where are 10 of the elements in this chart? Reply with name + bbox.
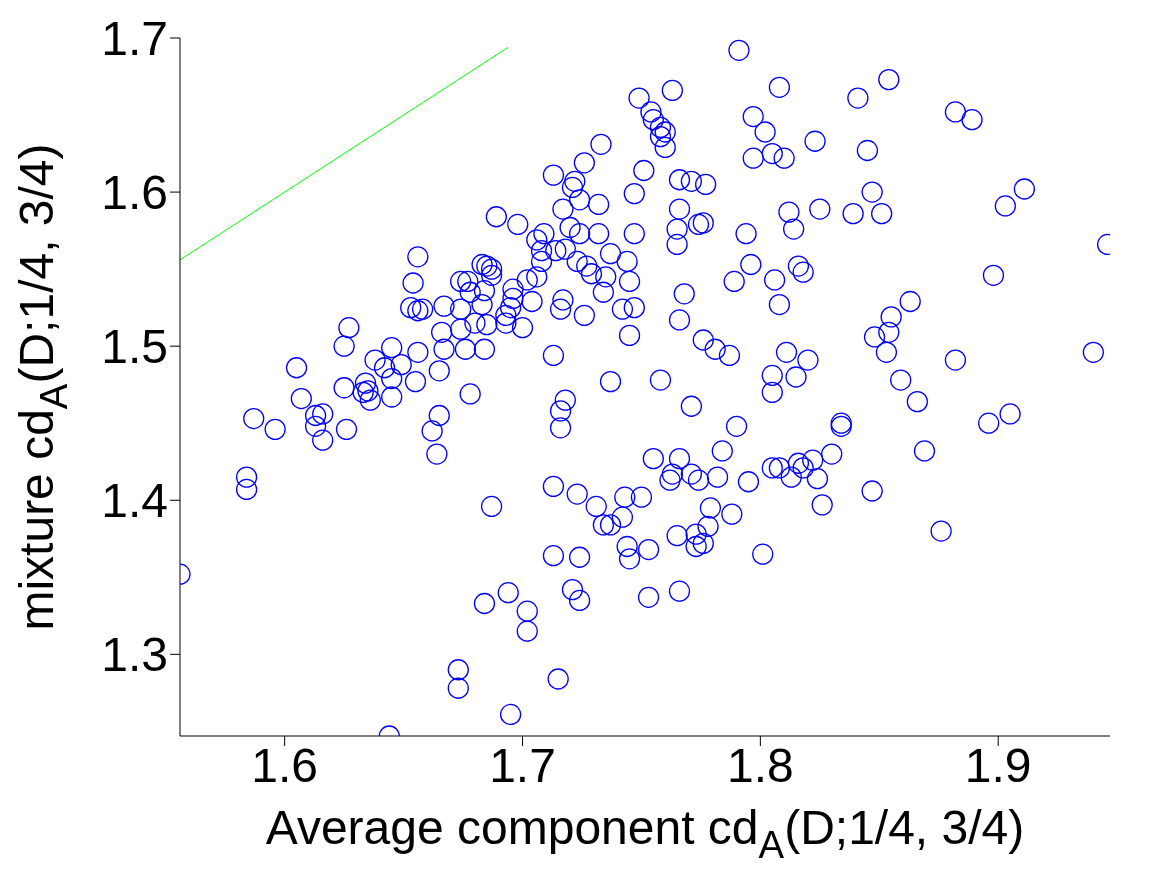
x-axis-title: Average component cd$_{A}$(D;1/4, 3/4)	[265, 801, 1025, 867]
y-tick-label: 1.3	[101, 628, 168, 682]
y-tick-label: 1.6	[101, 166, 168, 220]
x-tick-label: 1.9	[964, 739, 1032, 793]
x-tick-label: 1.7	[489, 739, 556, 793]
x-tick-label: 1.8	[726, 739, 794, 793]
y-tick-label: 1.7	[101, 12, 168, 66]
x-tick-label: 1.6	[251, 739, 319, 793]
y-tick-label: 1.5	[101, 320, 168, 374]
y-tick-label: 1.4	[101, 474, 168, 528]
